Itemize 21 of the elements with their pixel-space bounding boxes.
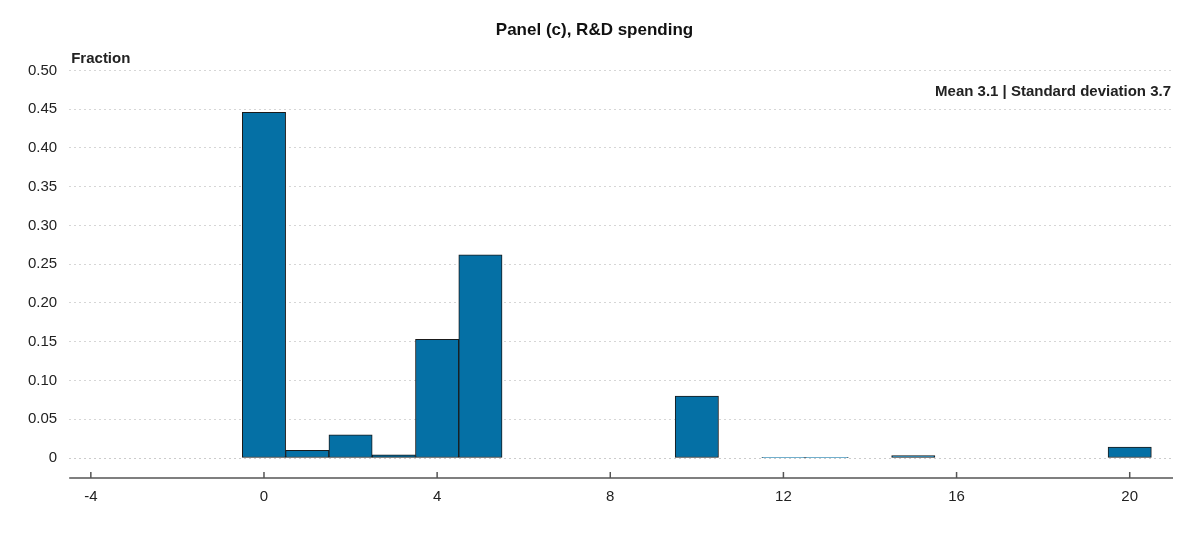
y-tick-label: 0.20 — [27, 293, 58, 311]
x-tick-label: 16 — [948, 487, 965, 505]
y-tick-label: 0.25 — [27, 254, 58, 272]
y-tick-label: 0 — [48, 448, 58, 466]
x-tick-label: -4 — [84, 487, 98, 505]
x-tick-label: 12 — [775, 487, 792, 505]
y-tick-label: 0.05 — [27, 409, 58, 427]
x-tick-label: 0 — [259, 487, 269, 505]
y-tick-label: 0.15 — [27, 331, 58, 349]
y-tick-label: 0.35 — [27, 176, 58, 194]
y-axis-title: Fraction — [71, 49, 131, 67]
y-tick-label: 0.50 — [27, 60, 58, 78]
y-tick-label: 0.30 — [27, 215, 58, 233]
y-tick-label: 0.10 — [27, 370, 58, 388]
x-tick-label: 8 — [606, 487, 615, 505]
x-tick-label: 4 — [432, 487, 442, 505]
y-tick-label: 0.45 — [27, 99, 58, 117]
annotation: Mean 3.1 | Standard deviation 3.7 — [935, 82, 1171, 100]
x-tick-label: 20 — [1121, 487, 1139, 505]
y-tick-label: 0.40 — [27, 138, 58, 156]
chart-title: Panel (c), R&D spending — [495, 19, 694, 39]
